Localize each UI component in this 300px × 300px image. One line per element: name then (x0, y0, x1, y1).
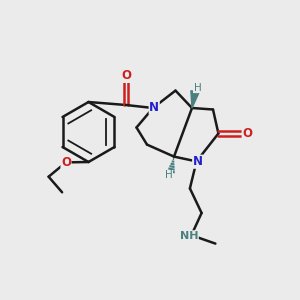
Polygon shape (191, 91, 199, 108)
Text: H: H (165, 170, 172, 181)
Text: O: O (121, 69, 131, 82)
Text: O: O (61, 156, 71, 169)
Text: H: H (194, 82, 201, 93)
Text: N: N (193, 155, 203, 168)
Text: O: O (242, 127, 252, 140)
Text: N: N (149, 101, 159, 114)
Text: NH: NH (180, 231, 198, 241)
